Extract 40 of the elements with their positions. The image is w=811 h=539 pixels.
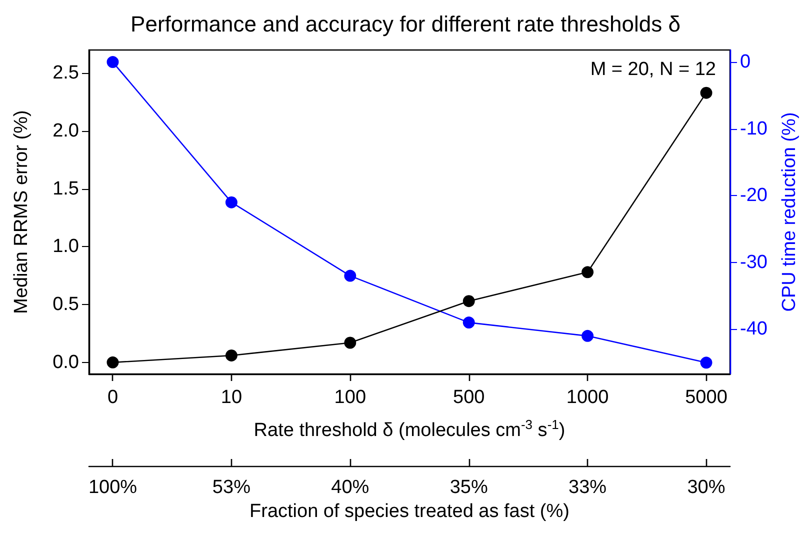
annotation: 33%	[568, 477, 607, 498]
y-tick-label: 0.5	[52, 294, 79, 316]
x-tick-label: 5000	[685, 387, 728, 408]
chart-title: Performance and accuracy for different rate thresholds δ	[130, 12, 680, 36]
y-tick-label: 2.0	[52, 120, 79, 142]
annotation: 100%	[88, 477, 138, 498]
x-tick-label: 10	[220, 387, 242, 408]
point	[106, 356, 119, 368]
point	[225, 196, 238, 208]
point	[700, 86, 712, 99]
annotation: 40%	[331, 477, 370, 498]
point	[462, 316, 475, 329]
y2-tick-label: -10	[740, 118, 768, 140]
point	[700, 356, 712, 369]
point	[106, 56, 119, 68]
point	[344, 336, 356, 349]
x-tick-label: 500	[453, 387, 485, 408]
x2-axis-title: Fraction of species treated as fast (%)	[250, 501, 570, 522]
y2-tick-label: 0	[740, 52, 751, 73]
y2-tick-label: -40	[740, 318, 768, 340]
annotation: 53%	[212, 477, 251, 498]
y2-tick-label: -20	[740, 185, 768, 206]
x-tick-label: 1000	[566, 387, 609, 408]
y2-axis-title: CPU time reduction (%)	[779, 112, 800, 312]
point	[582, 330, 594, 342]
x-tick-label: 0	[107, 387, 118, 408]
point	[225, 349, 238, 362]
x-tick-label: 100	[334, 387, 366, 408]
point	[344, 270, 356, 282]
annotation: 30%	[687, 477, 726, 498]
annotation: 35%	[450, 477, 488, 498]
y-axis-title: Median RRMS error (%)	[11, 110, 32, 314]
y-tick-label: 2.5	[52, 62, 79, 84]
annotation: M = 20, N = 12	[590, 59, 716, 80]
point	[462, 295, 475, 308]
y2-tick-label: -30	[740, 252, 768, 273]
point	[582, 266, 594, 278]
y-tick-label: 1.5	[52, 178, 79, 200]
y-tick-label: 0.0	[52, 352, 79, 373]
y-tick-label: 1.0	[52, 236, 79, 258]
